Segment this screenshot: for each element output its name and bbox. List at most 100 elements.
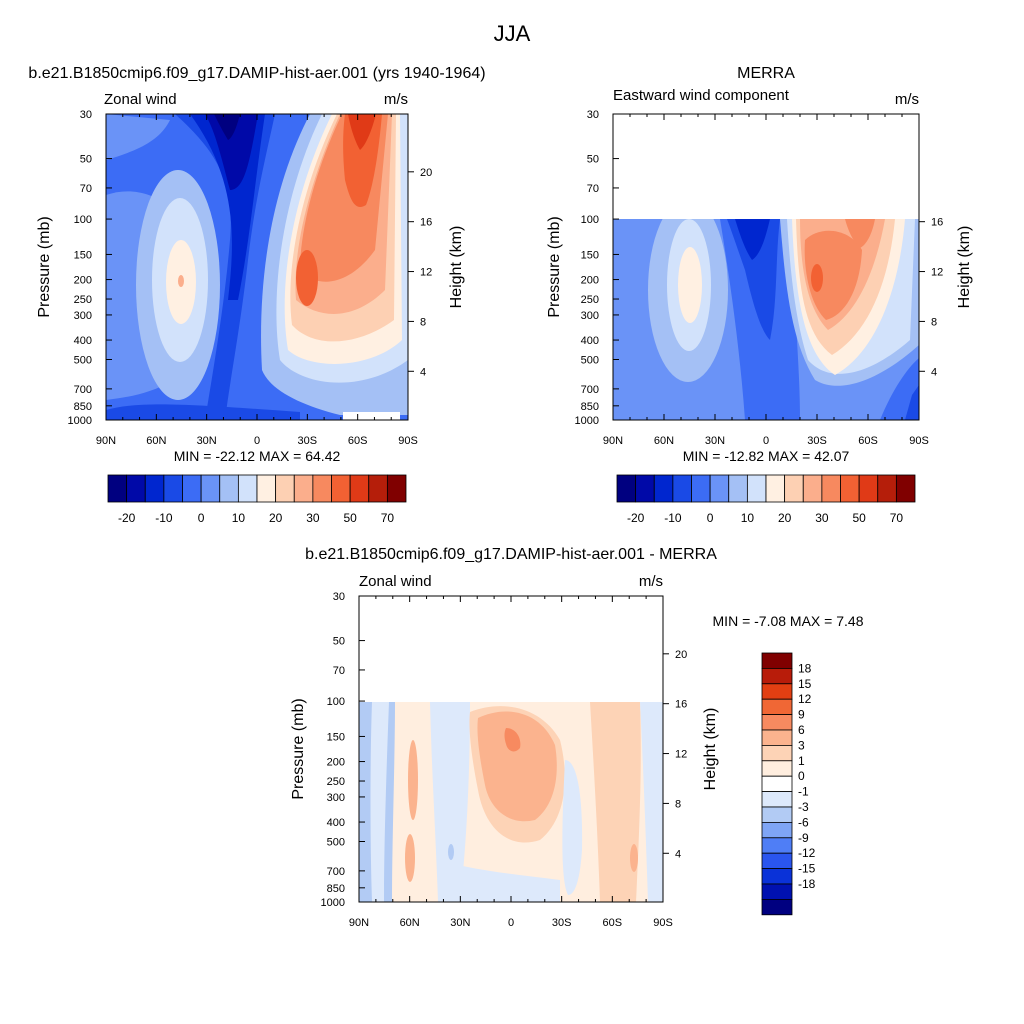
x-tick-label: 60N	[400, 917, 420, 929]
x-tick-label: 90S	[909, 435, 929, 447]
field-region	[348, 114, 376, 150]
field-region	[905, 385, 919, 420]
colorbar-box	[761, 668, 793, 685]
x-tick-label: 60N	[654, 435, 674, 447]
colorbar-label: 0	[707, 511, 714, 525]
y-tick-label: 500	[581, 355, 599, 367]
y-tick-label: 500	[74, 355, 92, 367]
colorbar-label: 70	[890, 511, 904, 525]
y-tick-label: 500	[327, 837, 345, 849]
x-tick-label: 30N	[197, 435, 217, 447]
y-tick-label: 50	[333, 636, 345, 648]
colorbar-box	[616, 474, 637, 503]
panel-title: MERRA	[737, 65, 795, 82]
colorbar-label: -9	[798, 831, 809, 845]
x-tick-label: 90S	[398, 435, 418, 447]
y-axis-label: Pressure (mb)	[546, 216, 563, 317]
colorbar-label: 18	[798, 661, 812, 675]
y-tick-label: 250	[581, 294, 599, 306]
x-tick-label: 60S	[858, 435, 878, 447]
colorbar-label: 10	[741, 511, 755, 525]
field-region	[430, 702, 470, 902]
field-region	[804, 230, 862, 320]
y-tick-label: 700	[581, 384, 599, 396]
axes: 90N 60N 30N 0 30S 60S 90S 30 50 70 100 150 200 250 300…	[68, 109, 433, 447]
colorbar-label: 12	[798, 692, 812, 706]
colorbar-box	[635, 474, 655, 503]
field-region	[811, 264, 823, 292]
field-region	[178, 275, 184, 287]
colorbar-box	[728, 474, 748, 503]
x-tick-label: 90N	[349, 917, 369, 929]
colorbar-label: -3	[798, 800, 809, 814]
colorbar-box	[802, 474, 823, 503]
colorbar-box	[144, 474, 165, 503]
colorbar-box	[784, 474, 804, 503]
x-tick-label: 60S	[603, 917, 623, 929]
colorbar-box	[368, 474, 388, 503]
y-tick-label: 100	[581, 214, 599, 226]
y-tick-label: 30	[587, 109, 599, 121]
y-tick-label: 700	[74, 384, 92, 396]
field-region	[845, 219, 875, 248]
field-region	[296, 250, 318, 306]
right-label: m/s	[895, 91, 919, 108]
height-tick-label: 20	[675, 649, 687, 661]
field-region	[562, 760, 583, 895]
colorbar-box	[182, 474, 202, 503]
y-axis-label: Pressure (mb)	[290, 698, 307, 799]
colorbar-label: -20	[118, 511, 136, 525]
colorbar-box	[107, 474, 128, 503]
x-tick-label: 30N	[450, 917, 470, 929]
colorbar-label: -18	[798, 877, 816, 891]
colorbar-box	[331, 474, 351, 503]
axes: 90N 60N 30N 0 30S 60S 90S 30 50 70 100 150 200 250 300…	[575, 109, 944, 447]
x-tick-label: 90N	[603, 435, 623, 447]
y-tick-label: 300	[581, 310, 599, 322]
x-tick-label: 90S	[653, 917, 673, 929]
y-tick-label: 50	[587, 154, 599, 166]
y-tick-label: 200	[74, 275, 92, 287]
colorbar-box	[219, 474, 239, 503]
colorbar-box	[765, 474, 786, 503]
stats-label: MIN = -22.12 MAX = 64.42	[174, 448, 341, 464]
colorbar-label: 50	[343, 511, 357, 525]
field-region	[727, 219, 780, 340]
colorbar-label: 3	[798, 738, 805, 752]
height-tick-label: 8	[931, 316, 937, 328]
panel-merra: MERRA Eastward wind component m/s Pressu…	[546, 65, 973, 525]
colorbar-box	[895, 474, 916, 503]
x-tick-label: 30N	[705, 435, 725, 447]
colorbar-label: 15	[798, 677, 812, 691]
height-tick-label: 4	[931, 366, 937, 378]
field-region	[440, 860, 560, 902]
height-tick-label: 16	[420, 217, 432, 229]
x-tick-label: 0	[763, 435, 769, 447]
height-tick-label: 16	[931, 217, 943, 229]
y-tick-label: 850	[581, 401, 599, 413]
left-label: Eastward wind component	[613, 87, 790, 104]
height-tick-label: 4	[675, 848, 681, 860]
y-tick-label: 1000	[68, 415, 92, 427]
colorbar-box	[200, 474, 221, 503]
colorbar-label: 20	[269, 511, 283, 525]
field-region	[590, 702, 641, 902]
x-tick-label: 60S	[348, 435, 368, 447]
colorbar-box	[349, 474, 370, 503]
colorbar-box	[761, 806, 793, 823]
y-tick-label: 700	[327, 866, 345, 878]
colorbar-label: -6	[798, 815, 809, 829]
colorbar-label: -10	[155, 511, 173, 525]
colorbar-label: 6	[798, 723, 805, 737]
colorbar-label: -10	[664, 511, 682, 525]
x-tick-label: 30S	[298, 435, 318, 447]
colorbar-box	[163, 474, 183, 503]
field-region	[678, 247, 702, 323]
colorbar-label: 10	[232, 511, 246, 525]
colorbar-label: -1	[798, 785, 809, 799]
y-tick-label: 70	[80, 183, 92, 195]
colorbar-box	[761, 698, 793, 716]
colorbar-box	[858, 474, 879, 503]
